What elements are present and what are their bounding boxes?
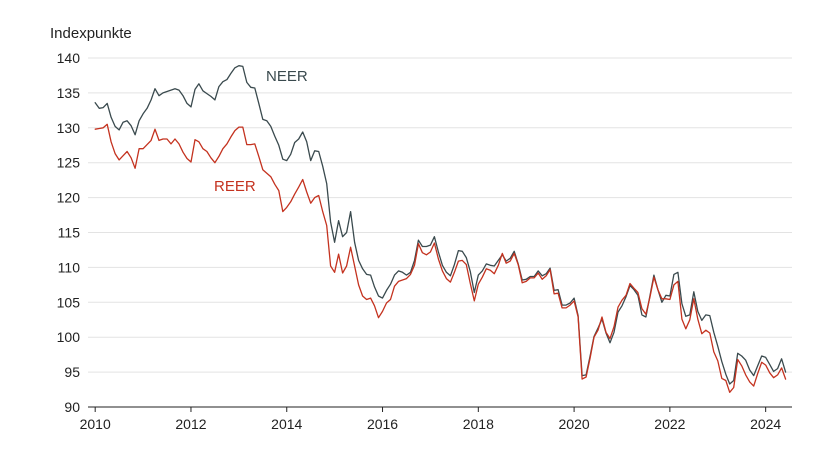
x-tick-label: 2014 [271, 416, 302, 432]
x-tick-label: 2010 [80, 416, 111, 432]
series-label-reer: REER [214, 178, 256, 195]
y-tick-label: 105 [57, 294, 81, 310]
x-tick-label: 2016 [367, 416, 398, 432]
y-tick-label: 100 [57, 329, 81, 345]
series-line-reer [94, 123, 787, 393]
y-tick-label: 95 [64, 364, 80, 380]
x-tick-label: 2020 [559, 416, 590, 432]
x-tick-label: 2018 [463, 416, 494, 432]
y-tick-label: 125 [57, 155, 81, 171]
y-tick-label: 115 [58, 225, 81, 241]
y-tick-label: 135 [57, 85, 81, 101]
y-tick-label: 120 [57, 190, 81, 206]
y-tick-label: 130 [57, 120, 81, 136]
gridlines [88, 57, 792, 408]
x-tick-label: 2022 [654, 416, 685, 432]
x-tick-label: 2012 [175, 416, 206, 432]
series-lines [94, 65, 787, 393]
series-label-neer: NEER [266, 68, 308, 85]
y-tick-label: 90 [64, 399, 80, 415]
y-tick-label: 140 [57, 50, 81, 66]
y-axis-title: Indexpunkte [50, 25, 132, 42]
x-tick-label: 2024 [750, 416, 781, 432]
series-line-neer [94, 65, 787, 385]
x-axis-ticks: 2010 2012 2014 2016 2018 2020 2022 2024 [80, 407, 781, 432]
y-tick-label: 110 [58, 259, 81, 275]
y-axis-ticks: 90 95 100 105 110 115 120 125 130 135 140 [57, 50, 81, 415]
